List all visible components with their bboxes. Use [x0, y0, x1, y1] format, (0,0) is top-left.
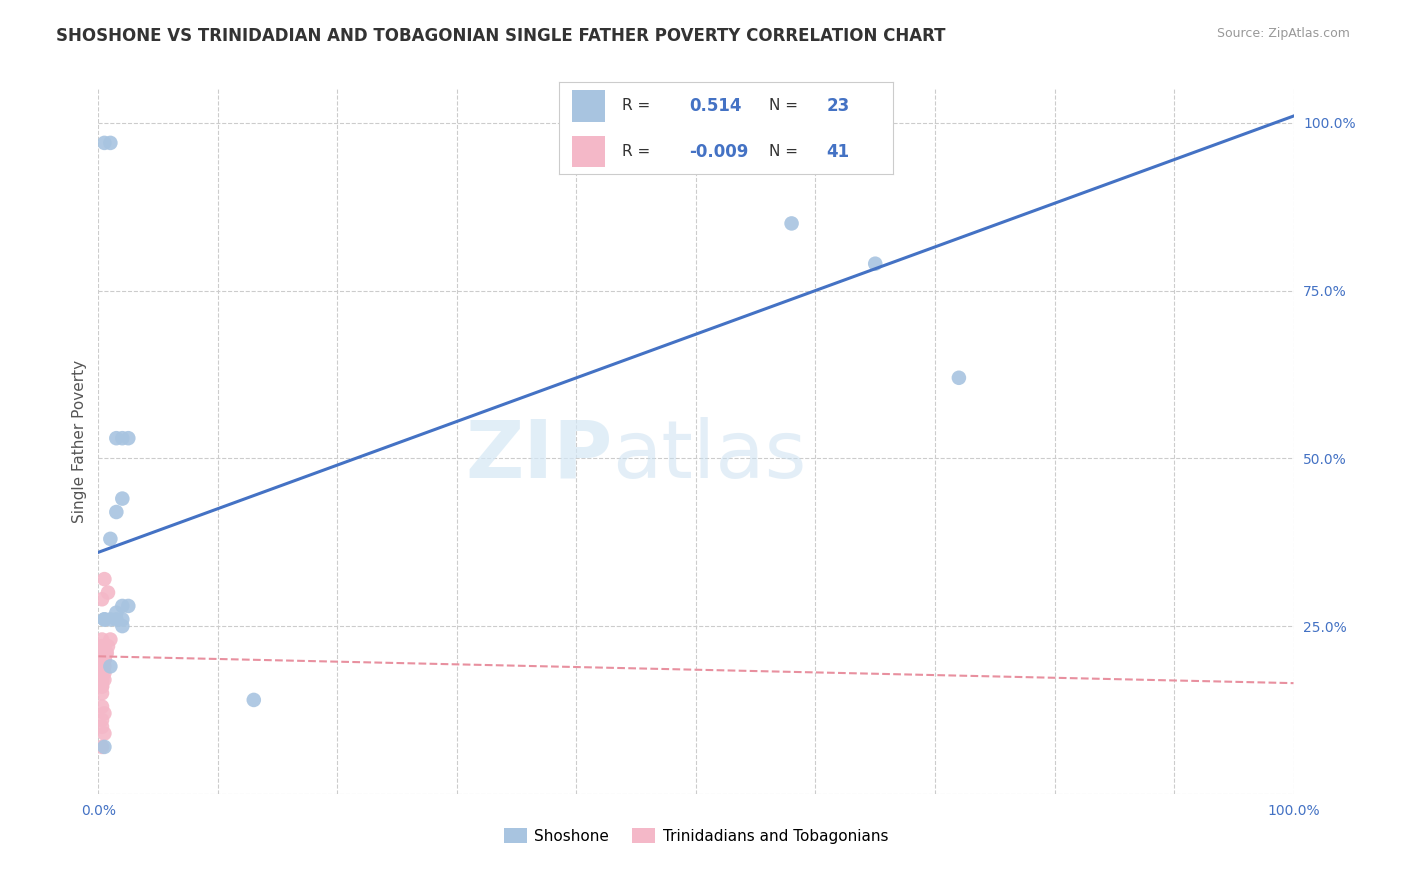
Y-axis label: Single Father Poverty: Single Father Poverty: [72, 360, 87, 523]
Point: [111, 612, 134, 626]
Point: [93, 653, 115, 667]
Text: atlas: atlas: [613, 417, 807, 495]
Point: [91, 673, 114, 687]
Point: [93, 653, 115, 667]
Point: [91, 713, 114, 727]
Text: Source: ZipAtlas.com: Source: ZipAtlas.com: [1216, 27, 1350, 40]
Point: [98, 659, 122, 673]
Point: [91, 680, 114, 694]
Point: [91, 659, 114, 673]
Point: [91, 646, 114, 660]
Point: [117, 431, 139, 445]
Point: [97, 585, 120, 599]
Point: [243, 693, 266, 707]
Point: [91, 639, 114, 653]
Point: [105, 606, 128, 620]
Point: [91, 666, 114, 681]
Point: [93, 739, 115, 754]
Point: [93, 666, 115, 681]
Legend: Shoshone, Trinidadians and Tobagonians: Shoshone, Trinidadians and Tobagonians: [498, 822, 894, 850]
Point: [94, 646, 117, 660]
Point: [93, 646, 115, 660]
Point: [93, 706, 115, 721]
Point: [91, 639, 114, 653]
Point: [111, 619, 134, 633]
Point: [94, 646, 117, 660]
Point: [98, 612, 122, 626]
Point: [91, 653, 114, 667]
Point: [91, 653, 114, 667]
Point: [93, 653, 115, 667]
Point: [91, 739, 114, 754]
Point: [98, 136, 122, 150]
Point: [91, 646, 114, 660]
Point: [91, 666, 114, 681]
Point: [111, 491, 134, 506]
Text: ZIP: ZIP: [465, 417, 613, 495]
Point: [91, 592, 114, 607]
Point: [97, 639, 120, 653]
Point: [91, 686, 114, 700]
Text: SHOSHONE VS TRINIDADIAN AND TOBAGONIAN SINGLE FATHER POVERTY CORRELATION CHART: SHOSHONE VS TRINIDADIAN AND TOBAGONIAN S…: [56, 27, 946, 45]
Point: [93, 639, 115, 653]
Point: [105, 505, 128, 519]
Point: [948, 371, 970, 385]
Point: [93, 612, 115, 626]
Point: [98, 532, 122, 546]
Point: [865, 257, 887, 271]
Point: [105, 431, 128, 445]
Point: [91, 699, 114, 714]
Point: [91, 653, 114, 667]
Point: [91, 680, 114, 694]
Point: [93, 136, 115, 150]
Point: [91, 632, 114, 647]
Point: [94, 646, 117, 660]
Point: [117, 599, 139, 613]
Point: [93, 673, 115, 687]
Point: [105, 612, 128, 626]
Point: [93, 653, 115, 667]
Point: [111, 431, 134, 445]
Point: [111, 599, 134, 613]
Point: [93, 612, 115, 626]
Point: [93, 659, 115, 673]
Point: [93, 572, 115, 586]
Point: [91, 659, 114, 673]
Point: [91, 720, 114, 734]
Point: [91, 673, 114, 687]
Point: [780, 216, 803, 230]
Point: [93, 726, 115, 740]
Point: [98, 632, 122, 647]
Point: [96, 646, 118, 660]
